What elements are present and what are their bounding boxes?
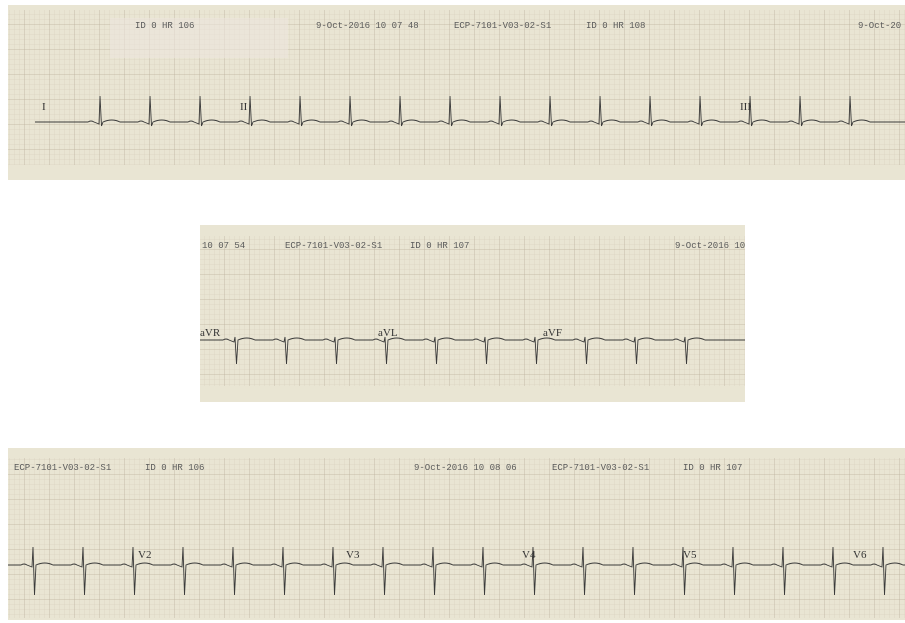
lead-label: aVR <box>200 327 221 339</box>
lead-label: II <box>240 101 248 113</box>
grid <box>200 236 745 386</box>
lead-label: aVL <box>378 327 398 339</box>
header-text: ID 0 HR 106 <box>145 463 204 473</box>
page: ID 0 HR 106 9-Oct-2016 10 07 48 ECP-7101… <box>0 0 905 623</box>
header-text: 9-Oct-2016 10 08 06 <box>414 463 517 473</box>
strip-3: ECP-7101-V03-02-S1 ID 0 HR 106 9-Oct-201… <box>8 448 905 620</box>
strip-2: 10 07 54 ECP-7101-V03-02-S1 ID 0 HR 107 … <box>200 225 745 402</box>
lead-label: V5 <box>683 549 697 561</box>
header-text: ID 0 HR 106 <box>135 21 194 31</box>
lead-label: V3 <box>346 549 360 561</box>
header-text: 9-Oct-20 <box>858 21 901 31</box>
header-text: ID 0 HR 107 <box>683 463 742 473</box>
header-text: ID 0 HR 107 <box>410 241 469 251</box>
lead-label: aVF <box>543 327 562 339</box>
lead-label: V6 <box>853 549 867 561</box>
grid <box>8 458 905 618</box>
header-text: ECP-7101-V03-02-S1 <box>454 21 551 31</box>
header-text: ECP-7101-V03-02-S1 <box>285 241 382 251</box>
header-text: ECP-7101-V03-02-S1 <box>14 463 111 473</box>
lead-label: I <box>42 101 46 113</box>
header-text: ECP-7101-V03-02-S1 <box>552 463 649 473</box>
lead-label: V4 <box>522 549 536 561</box>
header-text: 10 07 54 <box>202 241 245 251</box>
header-text: 9-Oct-2016 10 <box>675 241 745 251</box>
header-text: 9-Oct-2016 10 07 48 <box>316 21 419 31</box>
header-text: ID 0 HR 108 <box>586 21 645 31</box>
lead-label: V2 <box>138 549 151 561</box>
strip-1: ID 0 HR 106 9-Oct-2016 10 07 48 ECP-7101… <box>8 5 905 180</box>
ecg-photo: ID 0 HR 106 9-Oct-2016 10 07 48 ECP-7101… <box>0 0 905 623</box>
